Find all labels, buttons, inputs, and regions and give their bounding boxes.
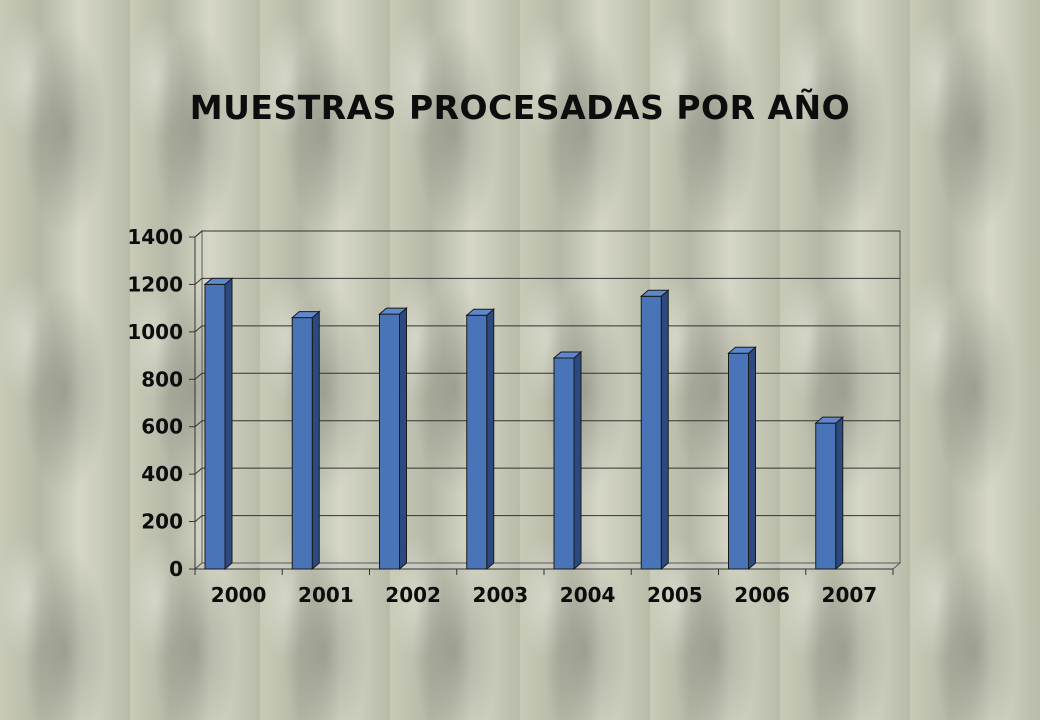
bar [728,352,749,570]
y-tick-label: 0 [169,557,183,581]
bar [291,317,313,570]
y-tick-label: 1000 [127,320,183,344]
bar-top [465,308,496,316]
bar-side [486,308,495,571]
bar-side [573,350,582,571]
y-tick-label: 600 [141,415,183,439]
y-tick-label: 200 [141,510,183,534]
x-tick-label: 2004 [560,583,616,607]
x-tick-label: 2005 [647,583,703,607]
bar-top [639,289,670,297]
x-tick-label: 2003 [473,583,529,607]
bar-top [378,307,408,315]
bar-side [224,277,233,571]
bar [815,422,837,570]
bar-top [290,311,321,319]
x-tick-label: 2000 [211,583,267,607]
bar [204,283,226,570]
bar-top [552,351,583,359]
bar-top [727,346,757,354]
y-tick-label: 1200 [127,272,183,296]
bar-top [814,416,845,424]
chart-title: MUESTRAS PROCESADAS POR AÑO [189,88,851,127]
bar-side [748,346,756,571]
y-tick-label: 400 [141,462,183,486]
y-tick-label: 1400 [127,225,183,249]
bar [466,314,488,570]
gridline [194,277,900,285]
x-tick-label: 2006 [734,583,790,607]
x-tick-label: 2002 [385,583,441,607]
bar-side [835,416,844,571]
x-tick-label: 2007 [822,583,878,607]
bar-top [203,277,234,285]
x-tick-label: 2001 [298,583,354,607]
y-tick-label: 800 [141,367,183,391]
bar-side [660,289,669,571]
bar [553,357,575,570]
bar-side [399,306,407,571]
bar [640,295,662,570]
gridline [194,230,900,238]
bar-side [311,310,320,571]
bar [379,313,400,570]
